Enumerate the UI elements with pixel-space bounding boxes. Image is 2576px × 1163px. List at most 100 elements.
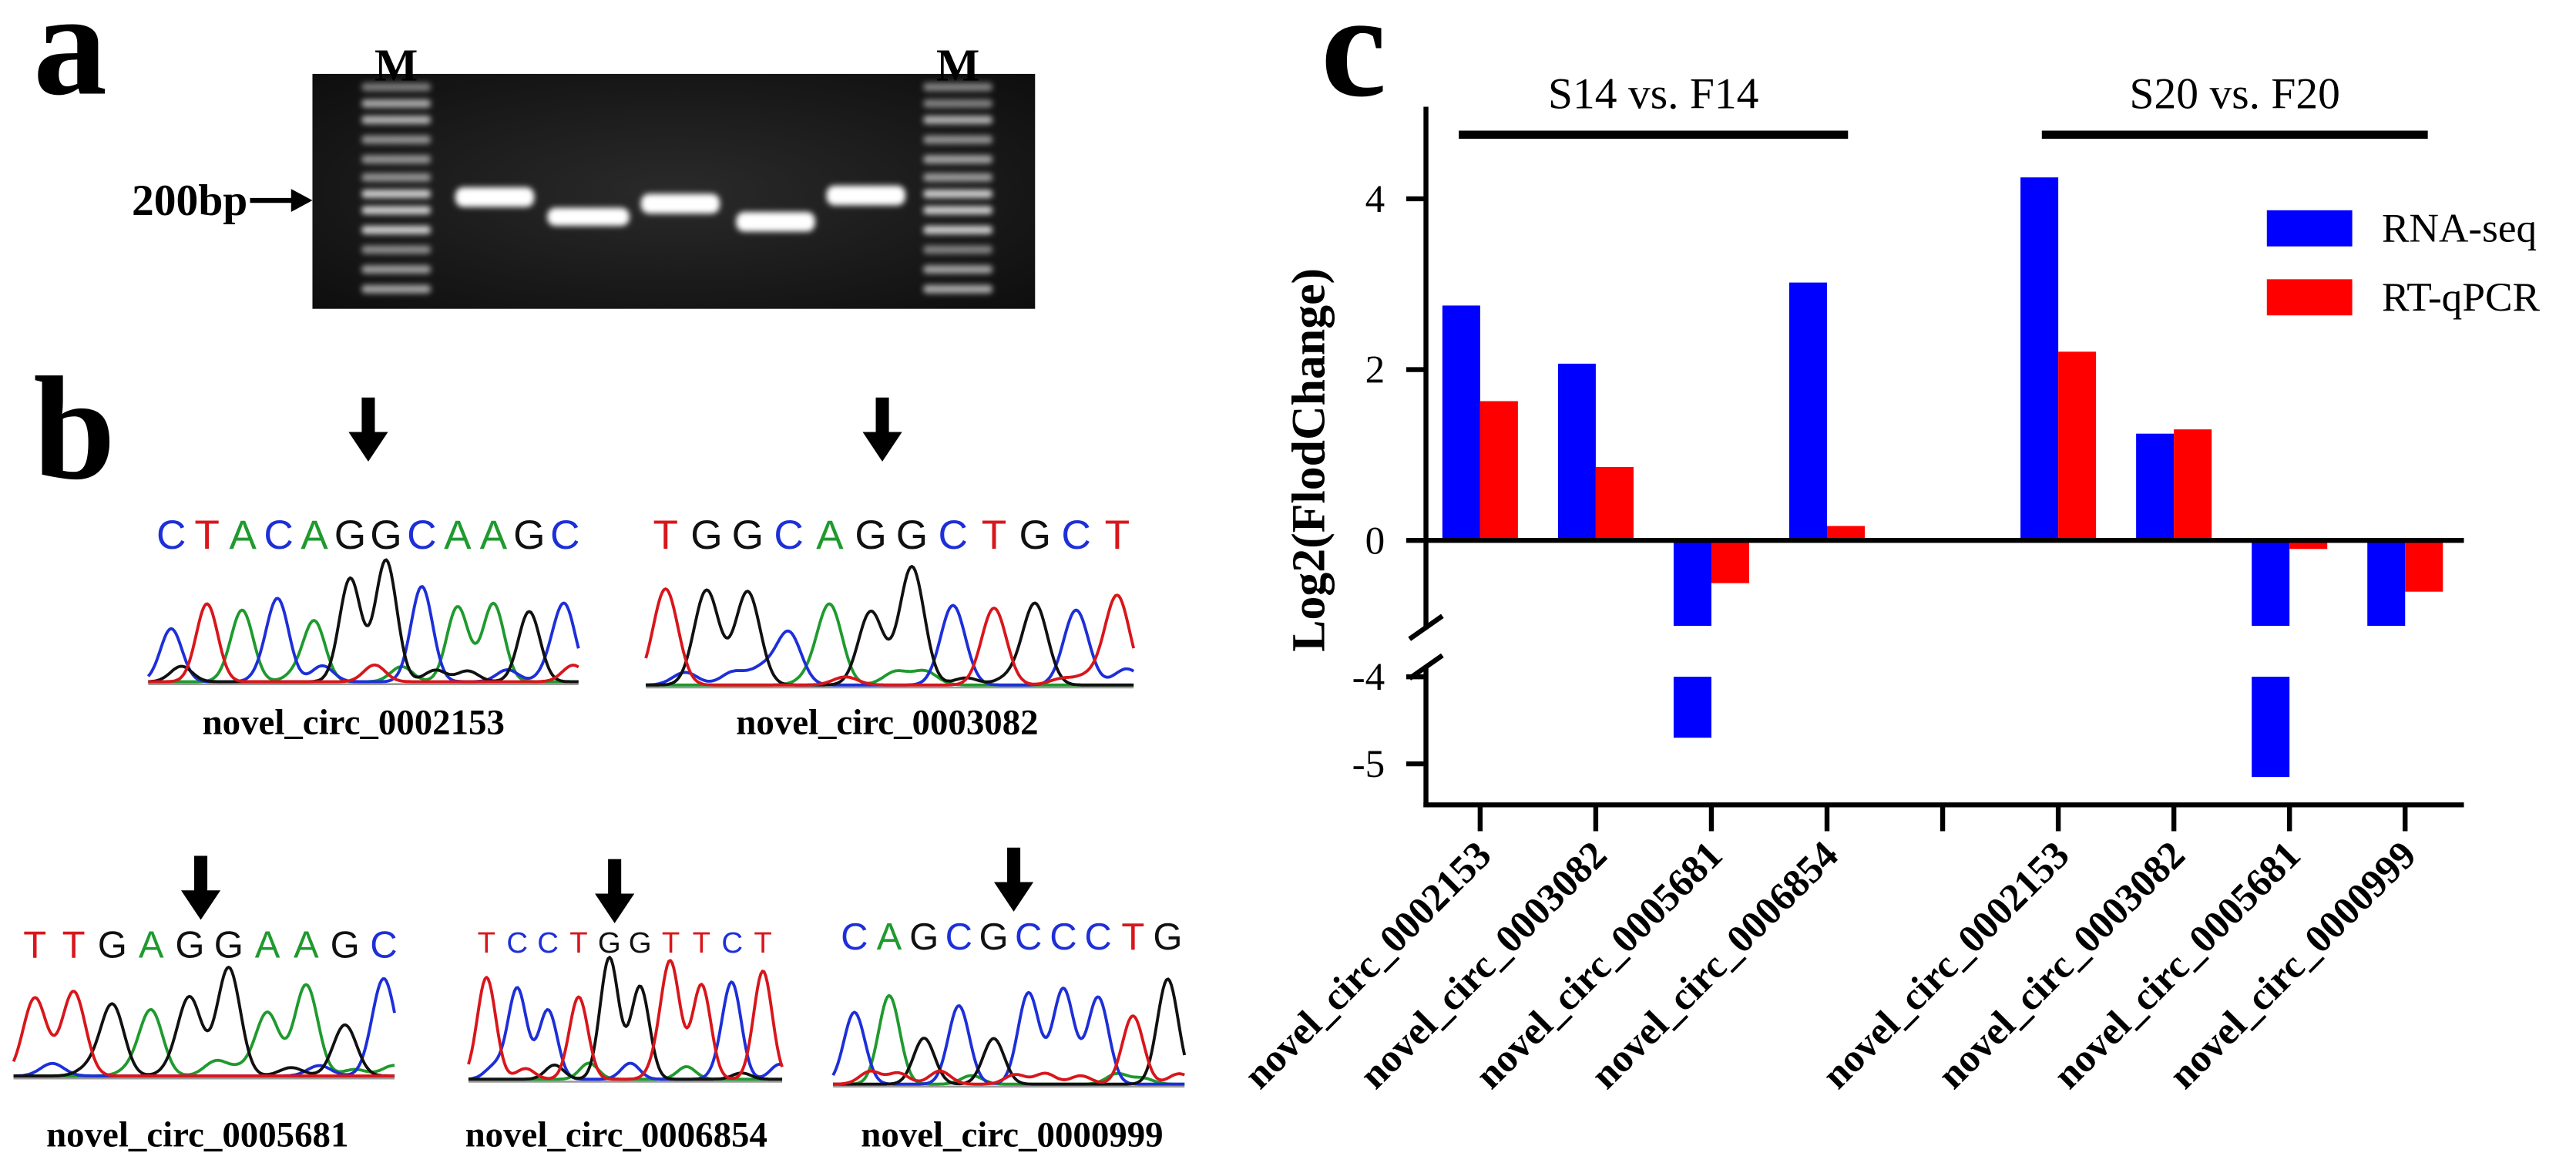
trace-channel-G (646, 564, 1134, 687)
base-call: A (255, 925, 280, 966)
bar-rna-seq (1557, 363, 1596, 541)
ladder-band (361, 99, 431, 108)
trace-channel-T (644, 587, 1136, 687)
legend-label-rt-qpcr: RT-qPCR (2382, 274, 2540, 320)
arrow-head (348, 432, 388, 462)
legend-swatch-rna-seq (2266, 210, 2353, 247)
down-arrow-icon (993, 847, 1034, 912)
bar-rt-qpcr (1479, 401, 1518, 541)
trace-channel-A (13, 983, 395, 1077)
ladder-band (923, 284, 992, 294)
base-call: G (98, 925, 127, 966)
arrow-head (180, 890, 221, 920)
bar-rna-seq (2020, 177, 2059, 541)
bar-rt-qpcr (1711, 540, 1749, 583)
base-call: A (229, 513, 257, 558)
ladder-band (361, 190, 431, 198)
bar-rna-seq (2252, 540, 2290, 627)
chart-labels: 420-4-5novel_circ_0002153novel_circ_0003… (1235, 70, 2428, 1097)
base-call: T (569, 926, 587, 960)
sample-band (826, 185, 905, 206)
y-tick-label: 4 (1365, 177, 1385, 221)
base-call: A (294, 925, 319, 966)
group-label: S20 vs. F20 (2130, 70, 2340, 119)
bar-rna-seq (2136, 433, 2175, 541)
base-call: C (1015, 916, 1042, 958)
base-call: A (877, 916, 902, 958)
arrow-head (595, 893, 635, 923)
legend-swatch-rt-qpcr (2266, 279, 2353, 316)
sample-band (455, 187, 535, 207)
trace-channel-C (468, 980, 783, 1081)
trace-channel-G (833, 977, 1187, 1086)
base-call: C (1061, 513, 1090, 558)
legend-label-rna-seq: RNA-seq (2382, 205, 2537, 250)
bar-rna-seq (1788, 282, 1828, 541)
bar-rna-seq (2367, 540, 2406, 627)
y-tick-label: -4 (1352, 655, 1385, 699)
base-call: G (1019, 513, 1051, 558)
arrow-shaft (608, 859, 622, 897)
bar-rt-qpcr (1827, 526, 1866, 541)
base-call: C (264, 513, 293, 558)
bar-rt-qpcr (1595, 466, 1634, 541)
base-call: C (774, 513, 803, 558)
arrow-head (862, 432, 902, 462)
panel-label-c: c (1321, 0, 1386, 128)
y-tick-label: 2 (1365, 348, 1385, 392)
trace-channel-T (12, 990, 395, 1077)
base-call: T (62, 925, 86, 966)
base-call: T (478, 926, 495, 960)
ladder-band (923, 245, 992, 254)
ladder-band (923, 116, 992, 124)
legend: RNA-seq RT-qPCR (2266, 205, 2540, 320)
ladder-band (923, 155, 992, 164)
base-call: G (175, 925, 204, 966)
arrow-shaft (194, 855, 208, 894)
ladder-band (923, 226, 992, 234)
base-call: G (331, 925, 360, 966)
base-call: T (23, 925, 46, 966)
ladder-band (923, 135, 992, 144)
ladder-band (361, 155, 431, 164)
arrow-shaft (361, 397, 375, 435)
trace-channel-T (833, 1014, 1185, 1086)
bar-series (1442, 177, 2443, 778)
base-call: G (370, 513, 401, 558)
base-call: A (139, 925, 164, 966)
base-call: G (1153, 916, 1182, 958)
down-arrow-icon (862, 397, 902, 462)
gel-lanes (361, 82, 992, 294)
base-call: G (690, 513, 722, 558)
base-call: C (1084, 916, 1111, 958)
base-call: C (550, 513, 579, 558)
ladder-band (361, 265, 431, 274)
base-call: G (909, 916, 939, 958)
y-tick-label: 0 (1365, 519, 1385, 563)
ladder-band (361, 173, 431, 182)
base-call: C (1050, 916, 1076, 958)
arrow-shaft (875, 397, 889, 435)
bar-rna-seq (1673, 540, 1711, 627)
ladder-band (361, 135, 431, 144)
ladder-band (361, 245, 431, 254)
sample-band (547, 207, 630, 227)
trace-channel-G (148, 558, 579, 684)
base-call: A (816, 513, 844, 558)
marker-label-left: M (374, 39, 418, 90)
bar-rna-seq (1442, 305, 1480, 541)
panel-label-b: b (33, 347, 116, 510)
down-arrow-icon (180, 855, 221, 920)
trace-channel-T (467, 959, 784, 1081)
down-arrow-icon (348, 397, 388, 462)
base-call: A (301, 513, 328, 558)
base-call: T (662, 926, 680, 960)
ladder-band (361, 284, 431, 294)
ladder-band (923, 173, 992, 182)
sequence-label: novel_circ_0005681 (46, 1115, 348, 1155)
